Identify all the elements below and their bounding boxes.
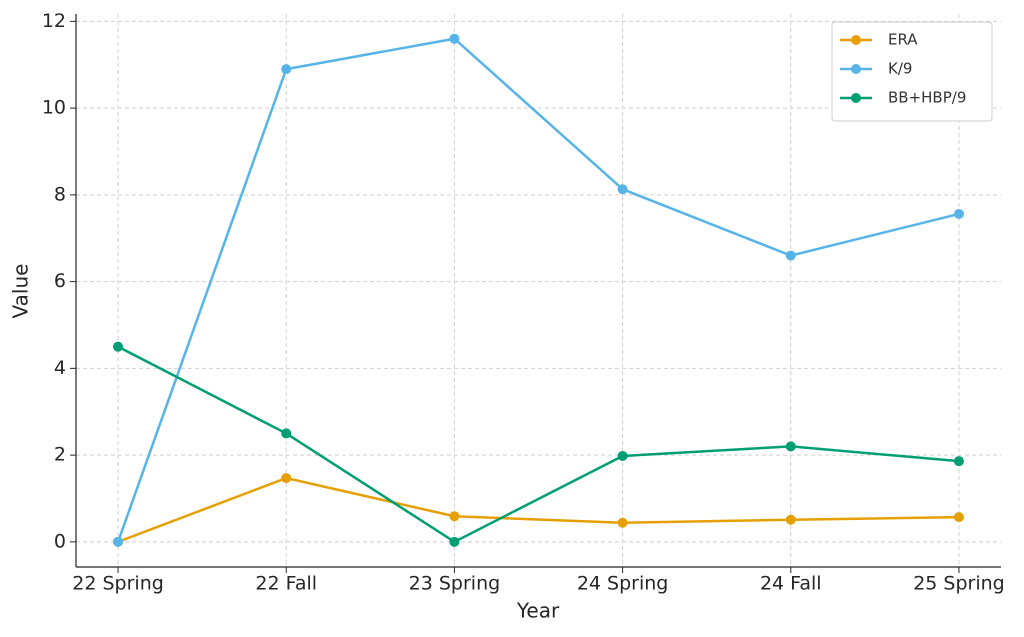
data-point [449,511,460,522]
data-point [281,64,292,75]
data-point [617,184,628,195]
x-tick-label: 24 Spring [577,573,669,595]
y-tick-label: 4 [54,357,66,379]
y-tick-label: 6 [54,270,66,292]
x-tick-label: 22 Spring [72,573,164,595]
x-tick-label: 22 Fall [255,573,317,595]
series-line [116,37,960,543]
y-tick-label: 8 [54,183,66,205]
data-point [449,33,460,44]
legend-label: ERA [888,31,918,49]
y-tick-label: 10 [42,97,66,119]
series-line [117,345,960,544]
x-tick-label: 23 Spring [409,573,501,595]
data-point [281,473,292,484]
legend-marker [851,93,861,103]
data-point [113,536,124,547]
x-tick-label: 24 Fall [760,573,822,595]
data-point [785,514,796,525]
legend-marker [851,64,861,74]
series-line [117,476,959,544]
data-point [281,428,292,439]
y-tick-label: 12 [42,10,66,32]
legend-label: BB+HBP/9 [888,89,966,107]
y-tick-label: 0 [54,530,66,552]
x-axis-label: Year [516,599,560,623]
data-point [113,341,124,352]
data-point [617,517,628,528]
data-point [953,456,964,467]
data-point [785,441,796,452]
data-point [785,250,796,261]
data-point [953,512,964,523]
data-point [617,450,628,461]
y-axis-label: Value [9,264,33,319]
data-point [449,536,460,547]
legend-label: K/9 [888,60,912,78]
legend-box [831,21,993,122]
y-tick-label: 2 [54,444,66,466]
legend-marker [851,35,861,45]
data-point [953,208,964,219]
x-tick-label: 25 Spring [913,573,1005,595]
